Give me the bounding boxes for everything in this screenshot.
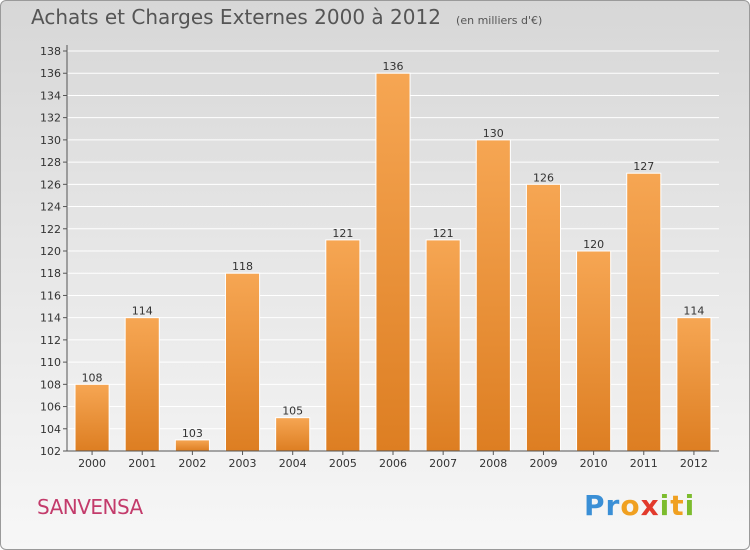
y-tick-label: 116 [40, 289, 61, 302]
bar-value-label: 108 [82, 371, 103, 384]
bar [626, 172, 662, 452]
x-tick-label: 2005 [329, 457, 357, 470]
bar [475, 139, 511, 452]
logo-letter: i [659, 489, 671, 522]
bar-value-label: 121 [332, 227, 353, 240]
logo-letter: P [584, 489, 606, 522]
bar [525, 183, 562, 452]
x-tick-label: 2002 [178, 457, 206, 470]
y-tick-label: 122 [40, 223, 61, 236]
bar [224, 272, 261, 452]
bar-value-label: 136 [383, 60, 404, 73]
bar-value-label: 105 [282, 405, 303, 418]
logo-letter: t [670, 489, 685, 522]
label-layer: 108 114 103 118 105 121 136 121 130 126 120 127 114 [82, 60, 705, 440]
proxiti-logo: Proxiti [584, 489, 695, 522]
axis-layer: 1021041061081101121141161181201221241261… [40, 45, 719, 470]
y-tick-label: 106 [40, 401, 61, 414]
x-tick-label: 2000 [78, 457, 106, 470]
logo-letter: o [620, 489, 641, 522]
y-tick-label: 114 [40, 312, 61, 325]
title-row: Achats et Charges Externes 2000 à 2012 (… [31, 5, 542, 29]
y-tick-label: 126 [40, 178, 61, 191]
x-tick-label: 2012 [680, 457, 708, 470]
y-tick-label: 118 [40, 267, 61, 280]
bar-value-label: 126 [533, 171, 554, 184]
y-tick-label: 110 [40, 356, 61, 369]
x-tick-label: 2011 [630, 457, 658, 470]
y-tick-label: 124 [40, 201, 61, 214]
bar [375, 72, 411, 452]
x-tick-label: 2004 [279, 457, 307, 470]
y-tick-label: 130 [40, 134, 61, 147]
x-tick-label: 2008 [479, 457, 507, 470]
bar [576, 250, 612, 452]
x-tick-label: 2001 [128, 457, 156, 470]
bar-value-label: 130 [483, 127, 504, 140]
bar-value-label: 121 [433, 227, 454, 240]
bar [676, 317, 712, 452]
y-tick-label: 136 [40, 67, 61, 80]
y-tick-label: 104 [40, 423, 61, 436]
bar [124, 317, 160, 452]
y-tick-label: 138 [40, 45, 61, 58]
y-tick-label: 120 [40, 245, 61, 258]
bar [275, 417, 311, 452]
bar-value-label: 114 [132, 305, 153, 318]
bar-value-label: 114 [683, 305, 704, 318]
x-tick-label: 2009 [529, 457, 557, 470]
commune-name: SANVENSA [37, 495, 143, 519]
bar [425, 239, 461, 452]
logo-letter: x [640, 489, 660, 522]
y-tick-label: 112 [40, 334, 61, 347]
y-tick-label: 108 [40, 378, 61, 391]
bar-value-label: 103 [182, 427, 203, 440]
y-tick-label: 132 [40, 112, 61, 125]
bar [74, 383, 110, 452]
x-tick-label: 2007 [429, 457, 457, 470]
bar [325, 239, 361, 452]
logo-letter: r [605, 489, 621, 522]
bar-value-label: 120 [583, 238, 604, 251]
x-tick-label: 2003 [229, 457, 257, 470]
bar-value-label: 127 [633, 160, 654, 173]
bar-value-label: 118 [232, 260, 253, 273]
chart-unit: (en milliers d'€) [456, 14, 543, 27]
x-tick-label: 2010 [580, 457, 608, 470]
x-tick-label: 2006 [379, 457, 407, 470]
chart-title: Achats et Charges Externes 2000 à 2012 [31, 5, 441, 29]
bar-layer [74, 72, 712, 452]
y-tick-label: 128 [40, 156, 61, 169]
y-tick-label: 102 [40, 445, 61, 458]
logo-letter: i [684, 489, 696, 522]
y-tick-label: 134 [40, 89, 61, 102]
bar [174, 439, 210, 452]
